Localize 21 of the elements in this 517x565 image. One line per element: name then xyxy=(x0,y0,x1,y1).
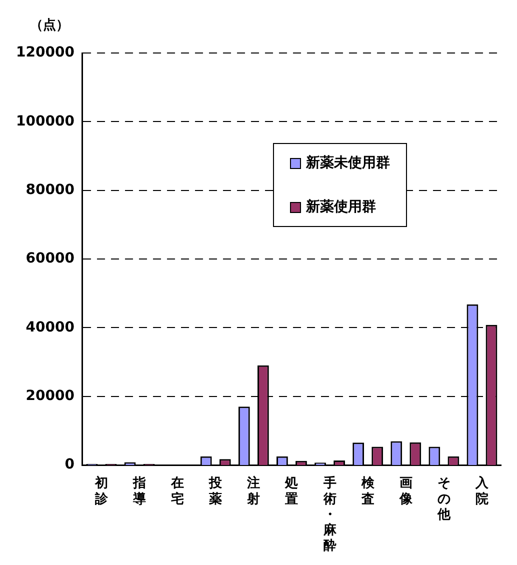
y-tick-label: 60000 xyxy=(26,250,75,267)
y-axis-title: （点） xyxy=(30,17,69,34)
x-tick-label: 画像 xyxy=(398,476,414,507)
y-tick-label: 120000 xyxy=(16,44,75,61)
y-tick-label: 40000 xyxy=(26,319,75,336)
x-tick-label: 手術・麻酔 xyxy=(322,475,338,554)
x-tick-label: 注射 xyxy=(246,475,260,507)
x-tick-label: 初診 xyxy=(94,475,109,507)
x-tick-label: 指導 xyxy=(132,476,148,507)
x-tick-label: その他 xyxy=(436,476,452,522)
y-tick-label: 20000 xyxy=(26,388,75,404)
y-tick-label: 100000 xyxy=(16,113,75,130)
y-tick-label: 80000 xyxy=(26,182,75,198)
x-tick-label: 投薬 xyxy=(208,476,224,507)
x-tick-label: 処置 xyxy=(284,476,298,507)
x-tick-label: 在宅 xyxy=(170,476,184,507)
x-tick-label: 検査 xyxy=(360,476,376,507)
y-tick-label: 0 xyxy=(64,456,75,473)
legend-label: 新薬未使用群 xyxy=(306,154,390,172)
x-tick-label: 入院 xyxy=(474,475,490,507)
legend-label: 新薬使用群 xyxy=(306,198,376,216)
